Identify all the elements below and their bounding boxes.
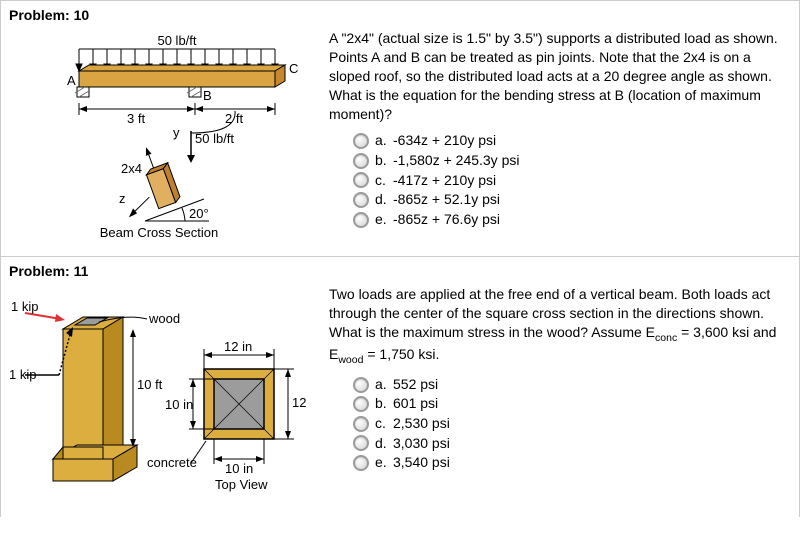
top-view-caption: Top View	[215, 477, 268, 492]
radio-icon[interactable]	[353, 212, 369, 228]
choice-text: -865z + 52.1y psi	[393, 190, 500, 210]
axis-y-label: y	[173, 125, 180, 140]
point-a-label: A	[67, 73, 76, 88]
problem-11-body: wood 1 kip 1 kip 10 ft	[1, 281, 799, 517]
problem-11: Problem: 11 wood	[0, 256, 800, 517]
axis-z-label: z	[119, 191, 126, 206]
problem-10-text: A "2x4" (actual size is 1.5" by 3.5") su…	[329, 29, 791, 123]
choice-letter: c.	[375, 171, 393, 191]
radio-icon[interactable]	[353, 396, 369, 412]
concrete-label: concrete	[147, 455, 197, 470]
problem-10-choices: a. -634z + 210y psi b. -1,580z + 245.3y …	[353, 131, 791, 229]
problem-11-text: Two loads are applied at the free end of…	[329, 285, 791, 367]
problem-10-body: 50 lb/ft A B C	[1, 25, 799, 256]
choice-text: 552 psi	[393, 375, 438, 395]
radio-icon[interactable]	[353, 153, 369, 169]
load1-label: 1 kip	[11, 299, 38, 314]
choice-10-b[interactable]: b. -1,580z + 245.3y psi	[353, 151, 791, 171]
choice-11-c[interactable]: c. 2,530 psi	[353, 414, 791, 434]
choice-10-d[interactable]: d. -865z + 52.1y psi	[353, 190, 791, 210]
choice-letter: b.	[375, 151, 393, 171]
radio-icon[interactable]	[353, 416, 369, 432]
radio-icon[interactable]	[353, 455, 369, 471]
choice-11-e[interactable]: e. 3,540 psi	[353, 453, 791, 473]
outer-dim-top: 12 in	[224, 339, 252, 354]
column-diagram-svg: wood 1 kip 1 kip 10 ft	[9, 289, 309, 509]
choice-11-a[interactable]: a. 552 psi	[353, 375, 791, 395]
choice-text: 3,030 psi	[393, 434, 450, 454]
problem-11-figure: wood 1 kip 1 kip 10 ft	[9, 285, 319, 509]
inner-dim-left: 10 in	[165, 397, 193, 412]
height-label: 10 ft	[137, 377, 163, 392]
radio-icon[interactable]	[353, 192, 369, 208]
load2-label: 1 kip	[9, 367, 36, 382]
choice-letter: a.	[375, 375, 393, 395]
beam-diagram-svg: 50 lb/ft A B C	[9, 33, 309, 248]
choice-letter: a.	[375, 131, 393, 151]
problem-11-text-col: Two loads are applied at the free end of…	[319, 285, 791, 509]
radio-icon[interactable]	[353, 133, 369, 149]
choice-text: -417z + 210y psi	[393, 171, 496, 191]
load-label: 50 lb/ft	[157, 33, 196, 48]
problem-11-header: Problem: 11	[1, 257, 799, 281]
problem-10-figure: 50 lb/ft A B C	[9, 29, 319, 248]
choice-text: 2,530 psi	[393, 414, 450, 434]
section-caption: Beam Cross Section	[100, 225, 219, 240]
choice-letter: b.	[375, 394, 393, 414]
choice-text: -634z + 210y psi	[393, 131, 496, 151]
choice-11-b[interactable]: b. 601 psi	[353, 394, 791, 414]
radio-icon[interactable]	[353, 377, 369, 393]
radio-icon[interactable]	[353, 172, 369, 188]
problem-10: Problem: 10	[0, 0, 800, 256]
angle-label: 20°	[189, 206, 209, 221]
wood-label: wood	[148, 311, 180, 326]
outer-dim-right: 12 in	[292, 395, 309, 410]
point-b-label: B	[203, 88, 212, 103]
choice-text: -1,580z + 245.3y psi	[393, 151, 519, 171]
point-c-label: C	[289, 61, 298, 76]
choice-letter: d.	[375, 434, 393, 454]
choice-text: 601 psi	[393, 394, 438, 414]
section-load-label: 50 lb/ft	[195, 131, 234, 146]
choice-letter: e.	[375, 453, 393, 473]
choice-letter: c.	[375, 414, 393, 434]
problem-11-choices: a. 552 psi b. 601 psi c. 2,530 psi d. 3,…	[353, 375, 791, 473]
problem-10-text-col: A "2x4" (actual size is 1.5" by 3.5") su…	[319, 29, 791, 248]
choice-letter: d.	[375, 190, 393, 210]
choice-11-d[interactable]: d. 3,030 psi	[353, 434, 791, 454]
inner-dim-bottom: 10 in	[225, 461, 253, 476]
section-2x4-label: 2x4	[121, 161, 142, 176]
choice-text: 3,540 psi	[393, 453, 450, 473]
choice-10-a[interactable]: a. -634z + 210y psi	[353, 131, 791, 151]
choice-10-e[interactable]: e. -865z + 76.6y psi	[353, 210, 791, 230]
radio-icon[interactable]	[353, 435, 369, 451]
choice-letter: e.	[375, 210, 393, 230]
dim-3ft: 3 ft	[127, 111, 145, 126]
choice-10-c[interactable]: c. -417z + 210y psi	[353, 171, 791, 191]
choice-text: -865z + 76.6y psi	[393, 210, 500, 230]
problem-10-header: Problem: 10	[1, 1, 799, 25]
